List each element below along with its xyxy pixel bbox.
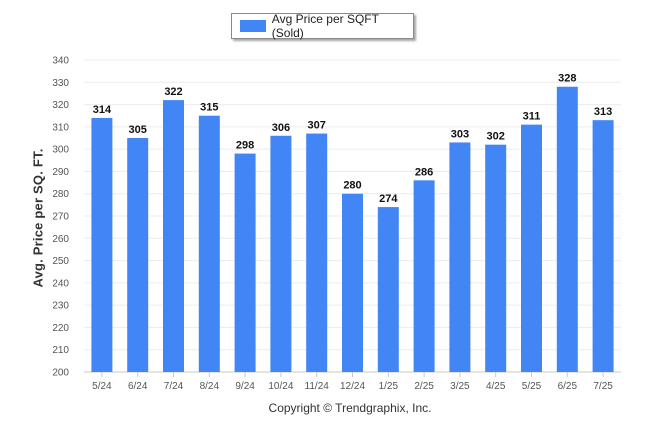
x-tick-labels: 5/24 6/24 7/24 8/24 9/24 10/24 11/24 12/24 1/25 2… bbox=[92, 372, 613, 392]
x-tick-label: 6/25 bbox=[558, 381, 578, 392]
data-label: 322 bbox=[164, 86, 182, 98]
data-label: 305 bbox=[129, 124, 147, 136]
data-label: 302 bbox=[487, 131, 505, 143]
x-tick-label: 8/24 bbox=[200, 381, 220, 392]
data-label: 280 bbox=[343, 180, 361, 192]
bar bbox=[521, 124, 542, 372]
data-label: 307 bbox=[308, 120, 326, 132]
bar bbox=[234, 153, 256, 372]
y-tick-label: 310 bbox=[52, 122, 69, 133]
x-tick-label: 9/24 bbox=[235, 381, 255, 392]
data-label: 286 bbox=[415, 166, 433, 178]
copyright-text: Copyright © Trendgraphix, Inc. bbox=[268, 401, 432, 415]
x-tick-label: 11/24 bbox=[305, 381, 330, 392]
bar bbox=[127, 138, 149, 372]
y-tick-label: 210 bbox=[52, 345, 69, 356]
data-label: 328 bbox=[558, 73, 576, 85]
data-label: 314 bbox=[93, 104, 112, 116]
y-axis-label: Avg. Price per SQ. FT. bbox=[30, 148, 46, 288]
y-tick-label: 320 bbox=[52, 100, 69, 111]
y-tick-label: 300 bbox=[52, 145, 69, 156]
value-labels: 314 305 322 315 298 306 307 280 274 286 303 302 311 3… bbox=[93, 73, 613, 205]
y-tick-label: 240 bbox=[52, 278, 69, 289]
y-tick-label: 280 bbox=[52, 189, 69, 200]
x-tick-label: 10/24 bbox=[268, 381, 293, 392]
x-tick-label: 4/25 bbox=[486, 381, 506, 392]
data-label: 298 bbox=[236, 140, 254, 152]
x-tick-label: 2/25 bbox=[414, 381, 434, 392]
bar bbox=[342, 193, 363, 372]
y-tick-label: 290 bbox=[52, 167, 69, 178]
bar bbox=[270, 135, 292, 372]
bar bbox=[592, 120, 614, 373]
y-tick-label: 260 bbox=[52, 234, 69, 245]
data-label: 315 bbox=[200, 102, 218, 114]
bar bbox=[377, 207, 399, 372]
y-tick-label: 230 bbox=[52, 301, 69, 312]
x-tick-label: 7/24 bbox=[164, 381, 184, 392]
legend-swatch bbox=[240, 20, 266, 32]
data-label: 311 bbox=[523, 111, 541, 123]
y-tick-label: 220 bbox=[52, 323, 69, 334]
data-label: 303 bbox=[451, 128, 469, 140]
data-label: 306 bbox=[272, 122, 290, 134]
bar bbox=[198, 115, 220, 372]
bar bbox=[163, 100, 184, 372]
bar bbox=[449, 142, 471, 372]
bars bbox=[91, 86, 614, 373]
x-tick-label: 12/24 bbox=[340, 381, 365, 392]
y-tick-label: 250 bbox=[52, 256, 69, 267]
bar bbox=[91, 117, 113, 372]
x-tick-label: 1/25 bbox=[379, 381, 399, 392]
data-label: 274 bbox=[379, 193, 398, 205]
x-tick-label: 7/25 bbox=[593, 381, 613, 392]
legend: Avg Price per SQFT (Sold) bbox=[231, 12, 414, 40]
bar bbox=[556, 86, 578, 372]
y-tick-label: 270 bbox=[52, 212, 69, 223]
y-tick-label: 330 bbox=[52, 78, 69, 89]
x-tick-label: 5/25 bbox=[522, 381, 542, 392]
x-tick-label: 6/24 bbox=[128, 381, 148, 392]
bar bbox=[306, 133, 328, 372]
x-tick-label: 5/24 bbox=[92, 381, 112, 392]
bar bbox=[413, 180, 435, 372]
y-tick-label: 200 bbox=[52, 368, 69, 379]
x-tick-label: 3/25 bbox=[450, 381, 470, 392]
y-tick-label: 340 bbox=[52, 56, 69, 67]
bar bbox=[485, 144, 507, 372]
y-tick-labels: 200 210 220 230 240 250 260 270 280 290 300 310 320 3… bbox=[52, 56, 69, 379]
data-label: 313 bbox=[594, 106, 612, 118]
legend-label: Avg Price per SQFT (Sold) bbox=[271, 12, 379, 40]
